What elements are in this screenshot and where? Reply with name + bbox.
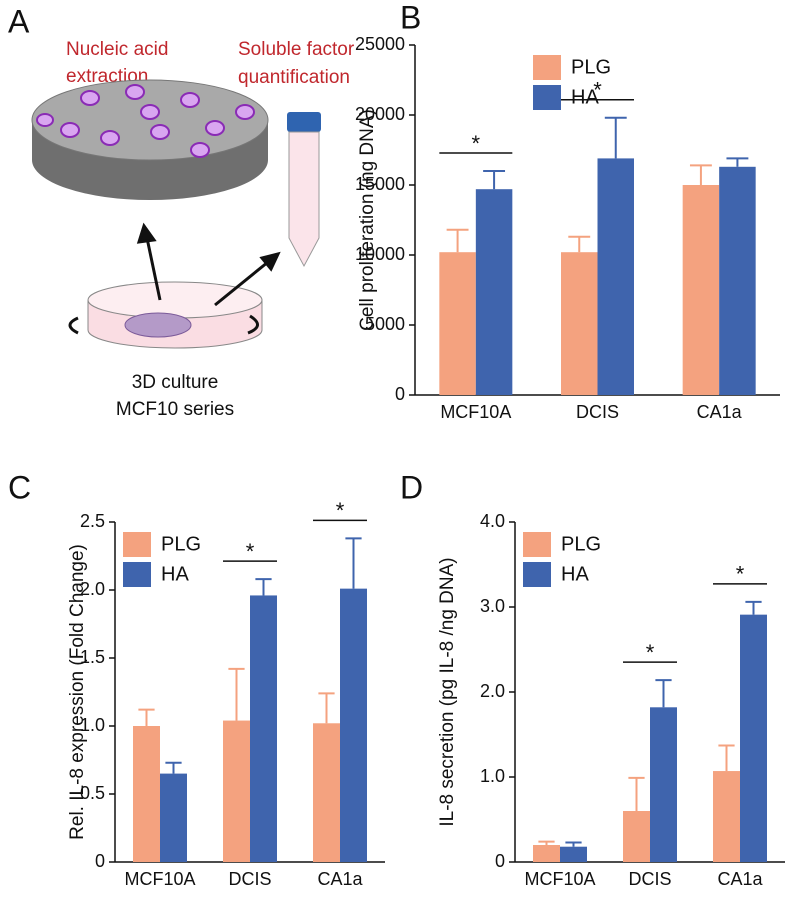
legend-label: HA (571, 86, 599, 108)
x-tick-label: CA1a (317, 869, 363, 889)
significance-mark: * (336, 498, 345, 523)
arrows (68, 222, 281, 335)
legend-swatch (533, 85, 561, 110)
y-tick-label: 0 (95, 851, 105, 871)
bar (250, 595, 277, 862)
panel-label: C (8, 469, 31, 505)
y-tick-label: 3.0 (480, 596, 505, 616)
y-tick-label: 15000 (355, 174, 405, 194)
y-tick-label: 0 (495, 851, 505, 871)
legend-label: HA (161, 563, 189, 585)
bar (560, 846, 587, 862)
y-axis-label: Rel. IL-8 expression (Fold Change) (67, 544, 88, 840)
y-tick-label: 25000 (355, 34, 405, 54)
bar (561, 252, 598, 395)
y-tick-label: 1.0 (480, 766, 505, 786)
legend-label: HA (561, 563, 589, 585)
y-tick-label: 2.0 (480, 681, 505, 701)
significance-mark: * (593, 78, 602, 103)
cells (36, 84, 255, 158)
bar (623, 811, 650, 862)
bar (682, 185, 720, 395)
diagram-label: Nucleic acid (66, 39, 168, 60)
legend-label: PLG (571, 56, 611, 78)
y-axis-label: Cell proliferation (ng DNA) (357, 109, 378, 331)
bar (719, 166, 756, 395)
significance-mark: * (472, 131, 481, 156)
panel-label: A (8, 3, 30, 39)
legend-swatch (523, 562, 551, 587)
y-tick-label: 2.0 (80, 579, 105, 599)
bar (340, 588, 367, 862)
x-tick-label: DCIS (628, 869, 671, 889)
bar (133, 726, 160, 862)
tube (288, 131, 320, 268)
x-tick-label: MCF10A (524, 869, 595, 889)
bar (533, 845, 560, 862)
y-tick-label: 0.5 (80, 783, 105, 803)
y-tick-label: 4.0 (480, 511, 505, 531)
y-tick-label: 20000 (355, 104, 405, 124)
diagram-label: 3D culture (132, 372, 219, 393)
y-tick-label: 0 (395, 384, 405, 404)
bar (160, 773, 187, 862)
legend-swatch (123, 532, 151, 557)
diagram-label: Soluble factor (238, 39, 355, 60)
y-tick-label: 1.5 (80, 647, 105, 667)
tube-cap (287, 112, 321, 132)
panel-label: B (400, 0, 421, 35)
y-axis-label: IL-8 secretion (pg IL-8 /ng DNA) (437, 557, 458, 826)
x-tick-label: DCIS (228, 869, 271, 889)
legend-label: PLG (161, 533, 201, 555)
x-tick-label: MCF10A (440, 402, 511, 422)
bar (650, 707, 677, 862)
x-tick-label: CA1a (697, 402, 743, 422)
bar (597, 158, 634, 395)
y-tick-label: 5000 (365, 314, 405, 334)
x-tick-label: CA1a (717, 869, 763, 889)
legend-swatch (523, 532, 551, 557)
bar (740, 614, 767, 862)
legend-swatch (123, 562, 151, 587)
legend-swatch (533, 55, 561, 80)
diagram-label: MCF10 series (116, 399, 234, 420)
panel-a: A Nucleic acid extraction Soluble factor… (8, 3, 355, 420)
y-tick-label: 10000 (355, 244, 405, 264)
bar (475, 189, 513, 395)
diagram-label: quantification (238, 67, 350, 88)
x-tick-label: DCIS (576, 402, 619, 422)
panel-label: D (400, 469, 423, 505)
bar (223, 720, 250, 862)
bar (313, 723, 340, 862)
significance-mark: * (246, 539, 255, 564)
dish-scaffold (124, 312, 192, 338)
bar (439, 252, 476, 395)
significance-mark: * (646, 640, 655, 665)
significance-mark: * (736, 562, 745, 587)
legend-label: PLG (561, 533, 601, 555)
x-tick-label: MCF10A (124, 869, 195, 889)
y-tick-label: 1.0 (80, 715, 105, 735)
bar (713, 771, 740, 862)
y-tick-label: 2.5 (80, 511, 105, 531)
